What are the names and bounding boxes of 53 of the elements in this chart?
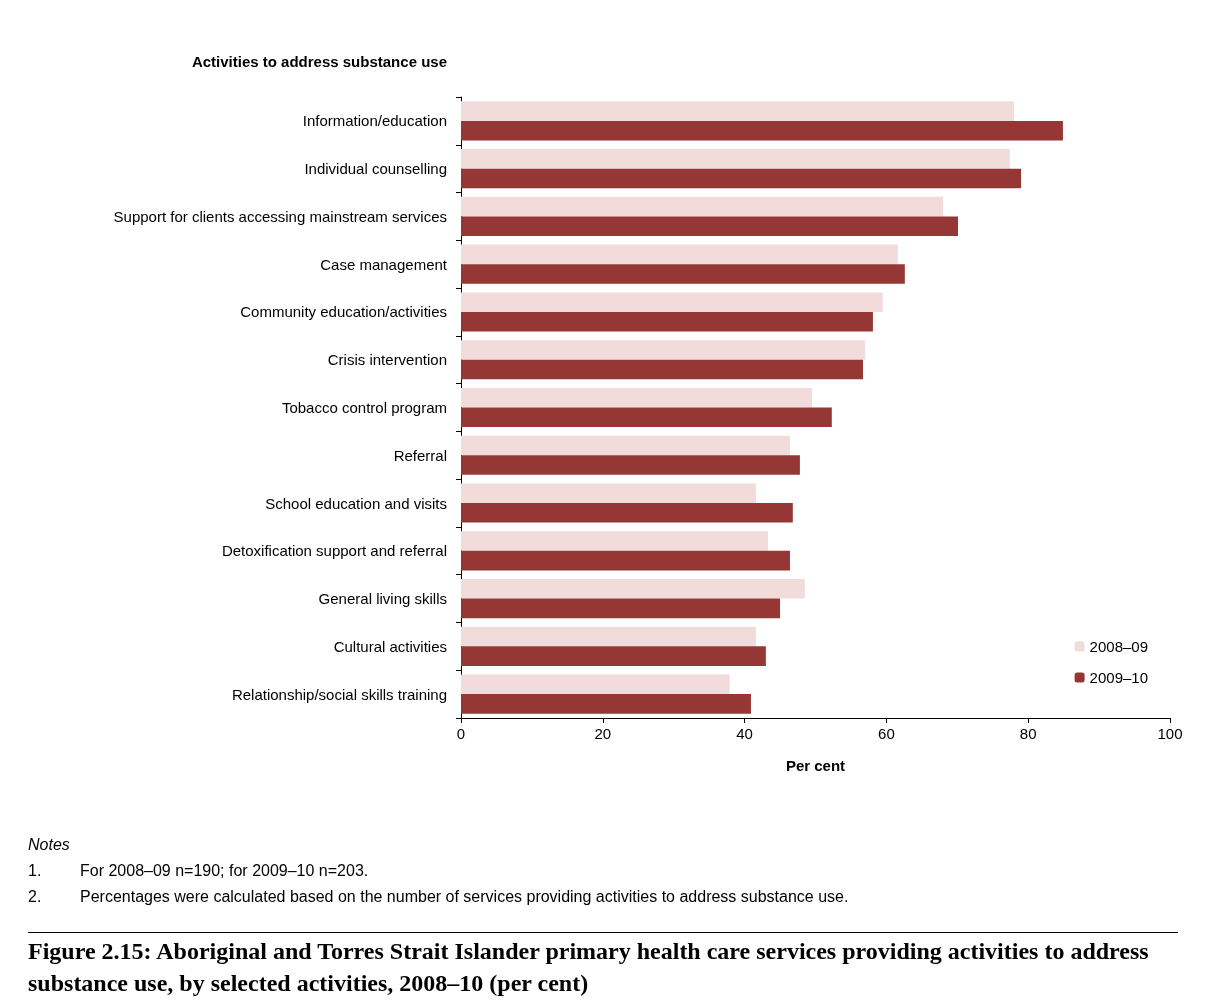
bar	[461, 340, 866, 360]
text: 1. For 2008–09 n=190; for 2009–10 n=203.	[28, 862, 369, 879]
bar	[461, 120, 1063, 141]
bar	[461, 626, 756, 647]
bar	[461, 578, 805, 599]
bar	[461, 311, 873, 332]
text: Figure 2.15: Aboriginal and Torres Strait Islander primary health care services providing activities to address substance use, by selected activities, 2008–10 (per cent)	[28, 932, 1178, 999]
bar	[461, 196, 944, 217]
bar	[461, 387, 812, 408]
bar	[461, 149, 1010, 169]
legend-label: 2009–10	[1089, 669, 1149, 686]
bar	[461, 216, 959, 237]
legend-label: 2008–09	[1089, 638, 1149, 655]
y-tick-label: Case management	[320, 255, 448, 273]
y-tick-label: Tobacco control program	[281, 399, 447, 416]
bar	[461, 503, 793, 523]
y-tick-label: General living skills	[318, 590, 447, 608]
y-tick-label: Information/education	[302, 112, 447, 130]
y-tick-label: Relationship/social skills training	[231, 685, 447, 703]
y-tick-label: Community education/activities	[240, 303, 447, 321]
y-tick-label: Detoxification support and referral	[221, 542, 447, 560]
bar	[461, 244, 898, 265]
bar	[461, 435, 790, 456]
x-tick-label: 0	[456, 725, 466, 742]
bar	[461, 674, 730, 695]
bar	[461, 264, 905, 284]
bar	[461, 598, 781, 619]
y-axis-title: Activities to address substance use	[191, 53, 447, 70]
bar	[461, 292, 883, 312]
bar	[461, 531, 768, 551]
x-tick-label: 100	[1157, 725, 1183, 742]
x-tick-label: 80	[1019, 725, 1037, 742]
bar	[461, 483, 756, 504]
bar	[461, 455, 800, 475]
y-tick-label: Crisis intervention	[327, 351, 447, 369]
bar	[461, 359, 863, 380]
y-tick-label: Referral	[393, 446, 447, 464]
text: 2. Percentages were calculated based on the number of services providing activities to address substance use.	[28, 888, 849, 905]
bar	[461, 168, 1022, 189]
bar	[461, 646, 766, 666]
x-tick-label: 60	[878, 725, 895, 742]
y-tick-label: Support for clients accessing mainstream services	[113, 207, 447, 225]
x-axis-title: Per cent	[785, 757, 846, 774]
text: Notes	[28, 836, 71, 854]
x-tick-label: 20	[594, 725, 612, 742]
y-tick-label: Individual counselling	[304, 160, 447, 178]
bar	[461, 407, 832, 428]
y-tick-label: School education and visits	[265, 494, 447, 512]
x-tick-label: 40	[736, 725, 753, 742]
bar	[461, 694, 751, 714]
y-tick-label: Cultural activities	[333, 637, 447, 655]
bar	[461, 550, 790, 571]
bar	[461, 101, 1015, 121]
